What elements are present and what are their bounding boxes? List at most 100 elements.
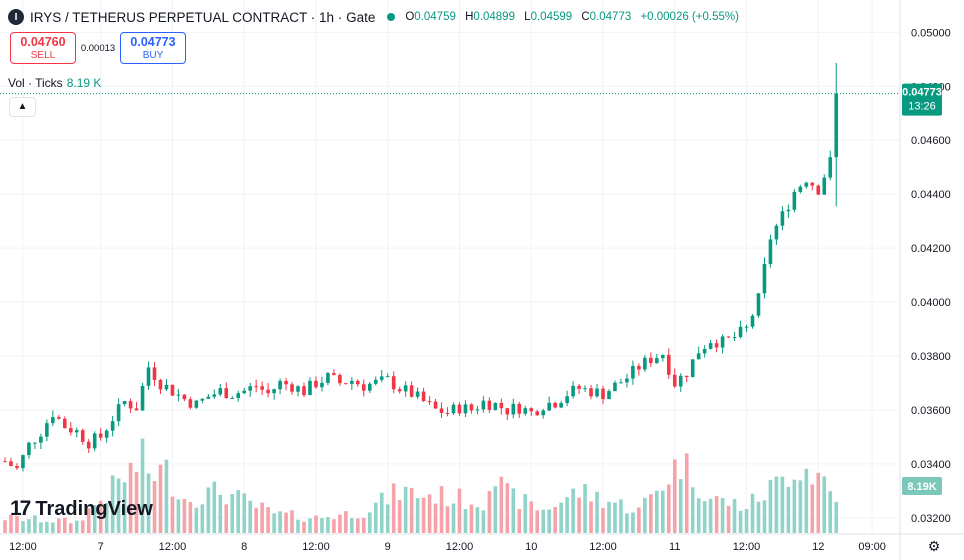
volume-bar: [314, 515, 318, 533]
candle-body: [517, 403, 522, 414]
volume-bar: [810, 484, 815, 533]
buy-button[interactable]: 0.04773 BUY: [120, 32, 186, 64]
volume-bar: [589, 501, 593, 533]
volume-bar: [74, 520, 79, 533]
candle-body: [63, 418, 67, 429]
price-tick-label: 0.05000: [911, 27, 951, 39]
volume-bar: [607, 501, 611, 533]
candle-body: [583, 388, 587, 390]
volume-bar: [505, 483, 510, 533]
volume-bar: [236, 490, 241, 533]
volume-bar: [3, 520, 7, 533]
candle-body: [15, 465, 19, 469]
candle-body: [631, 365, 635, 379]
candle-body: [457, 404, 462, 414]
candle-body: [756, 293, 761, 316]
last-price-value: 0.04773: [902, 87, 942, 99]
volume-bar: [15, 515, 19, 533]
volume-bar: [367, 512, 372, 533]
volume-bar: [68, 523, 73, 533]
candle-body: [409, 385, 414, 397]
candle-body: [421, 391, 426, 402]
candle-body: [302, 386, 306, 396]
candle-body: [254, 386, 258, 388]
volume-bar: [302, 521, 306, 533]
volume-legend[interactable]: Vol · Ticks 8.19 K: [8, 76, 101, 90]
candle-body: [445, 412, 450, 414]
candle-body: [397, 389, 402, 392]
volume-bar: [356, 518, 360, 533]
candle-body: [45, 423, 49, 437]
candle-body: [768, 239, 773, 264]
volume-bar: [696, 498, 701, 533]
volume-bar: [385, 504, 390, 533]
volume-bar: [834, 502, 839, 533]
volume-bar: [732, 498, 737, 533]
volume-bar: [98, 500, 103, 533]
volume-bar: [613, 502, 617, 533]
tradingview-watermark: 17 TradingView: [10, 497, 153, 521]
candle-body: [655, 358, 659, 364]
volume-bar: [780, 476, 785, 533]
volume-bar: [206, 487, 211, 533]
time-tick-label: 12:00: [302, 541, 330, 553]
chevron-up-icon: ▲: [17, 101, 28, 112]
volume-bar: [678, 479, 683, 533]
volume-bar: [272, 513, 276, 533]
volume-bar: [373, 502, 378, 533]
candle-body: [625, 378, 629, 383]
candle-body: [738, 326, 743, 338]
time-tick-label: 9: [385, 541, 391, 553]
candle-body: [601, 388, 605, 400]
candle-body: [774, 225, 779, 240]
volume-bar: [547, 509, 551, 533]
volume-legend-value: 8.19 K: [66, 76, 102, 90]
volume-bar: [708, 498, 713, 533]
volume-legend-label: Vol · Ticks: [8, 76, 63, 90]
volume-bar: [415, 498, 420, 533]
tradingview-logo-icon: 17: [10, 497, 31, 520]
ohlc-low-value: 0.04599: [530, 11, 573, 23]
ohlc-open-label: O: [405, 11, 415, 23]
candle-body: [469, 404, 474, 411]
price-tick-label: 0.04600: [911, 135, 951, 147]
candle-body: [499, 402, 504, 409]
volume-bar: [828, 491, 833, 533]
volume-bar: [320, 518, 324, 533]
candle-body: [9, 461, 13, 466]
symbol-title[interactable]: IRYS / TETHERUS PERPETUAL CONTRACT · 1h …: [30, 9, 376, 25]
volume-bar: [511, 488, 516, 533]
candle-body: [810, 182, 815, 186]
volume-bar: [409, 487, 414, 533]
time-tick-label: 09:00: [858, 541, 886, 553]
volume-bar: [559, 502, 563, 533]
candle-body: [320, 382, 324, 388]
volume-bar: [684, 453, 689, 533]
candle-body: [451, 404, 456, 414]
volume-bar: [104, 502, 109, 533]
volume-bar: [577, 497, 581, 533]
candle-body: [27, 442, 31, 456]
candle-body: [475, 409, 480, 411]
chart-settings-gear-icon[interactable]: ⚙: [927, 538, 941, 554]
time-tick-label: 7: [98, 541, 104, 553]
candle-body: [290, 384, 294, 392]
volume-bar: [230, 493, 235, 533]
time-tick-label: 12:00: [589, 541, 617, 553]
collapse-legend-button[interactable]: ▲: [9, 97, 36, 117]
volume-bar: [475, 507, 480, 533]
volume-bar: [33, 515, 37, 533]
ohlc-high-value: 0.04899: [473, 11, 515, 23]
volume-bar: [326, 517, 330, 533]
volume-bar: [457, 488, 462, 533]
sell-price: 0.04760: [20, 35, 66, 49]
candle-body: [206, 396, 211, 399]
candle-body: [326, 373, 330, 383]
volume-bar: [188, 502, 193, 533]
candle-body: [128, 401, 133, 409]
candle-body: [338, 374, 342, 384]
candle-body: [547, 402, 551, 411]
sell-button[interactable]: 0.04760 SELL: [10, 32, 76, 64]
volume-bar: [750, 493, 755, 533]
